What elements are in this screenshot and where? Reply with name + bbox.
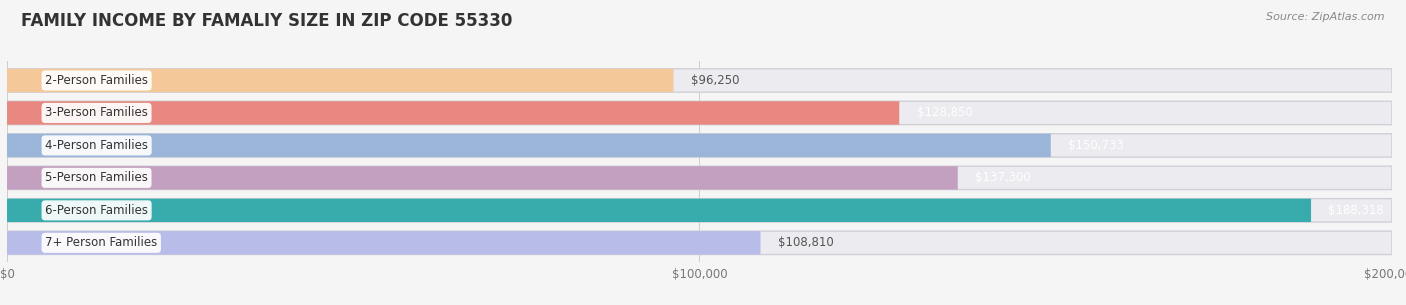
- FancyBboxPatch shape: [7, 134, 1050, 157]
- FancyBboxPatch shape: [7, 101, 900, 125]
- Text: $108,810: $108,810: [778, 236, 834, 249]
- FancyBboxPatch shape: [7, 69, 1392, 92]
- FancyBboxPatch shape: [7, 69, 673, 92]
- Text: 6-Person Families: 6-Person Families: [45, 204, 148, 217]
- Text: $128,850: $128,850: [917, 106, 973, 120]
- Text: $137,300: $137,300: [976, 171, 1031, 185]
- Text: 3-Person Families: 3-Person Families: [45, 106, 148, 120]
- Text: FAMILY INCOME BY FAMALIY SIZE IN ZIP CODE 55330: FAMILY INCOME BY FAMALIY SIZE IN ZIP COD…: [21, 12, 512, 30]
- Text: Source: ZipAtlas.com: Source: ZipAtlas.com: [1267, 12, 1385, 22]
- FancyBboxPatch shape: [7, 101, 1392, 125]
- FancyBboxPatch shape: [7, 231, 1392, 254]
- Text: $150,733: $150,733: [1069, 139, 1123, 152]
- FancyBboxPatch shape: [7, 166, 957, 190]
- Text: 4-Person Families: 4-Person Families: [45, 139, 148, 152]
- FancyBboxPatch shape: [7, 199, 1310, 222]
- Text: 5-Person Families: 5-Person Families: [45, 171, 148, 185]
- FancyBboxPatch shape: [7, 231, 761, 254]
- Text: $96,250: $96,250: [690, 74, 740, 87]
- Text: 2-Person Families: 2-Person Families: [45, 74, 148, 87]
- FancyBboxPatch shape: [7, 199, 1392, 222]
- Text: $188,318: $188,318: [1329, 204, 1384, 217]
- FancyBboxPatch shape: [7, 134, 1392, 157]
- FancyBboxPatch shape: [7, 166, 1392, 190]
- Text: 7+ Person Families: 7+ Person Families: [45, 236, 157, 249]
